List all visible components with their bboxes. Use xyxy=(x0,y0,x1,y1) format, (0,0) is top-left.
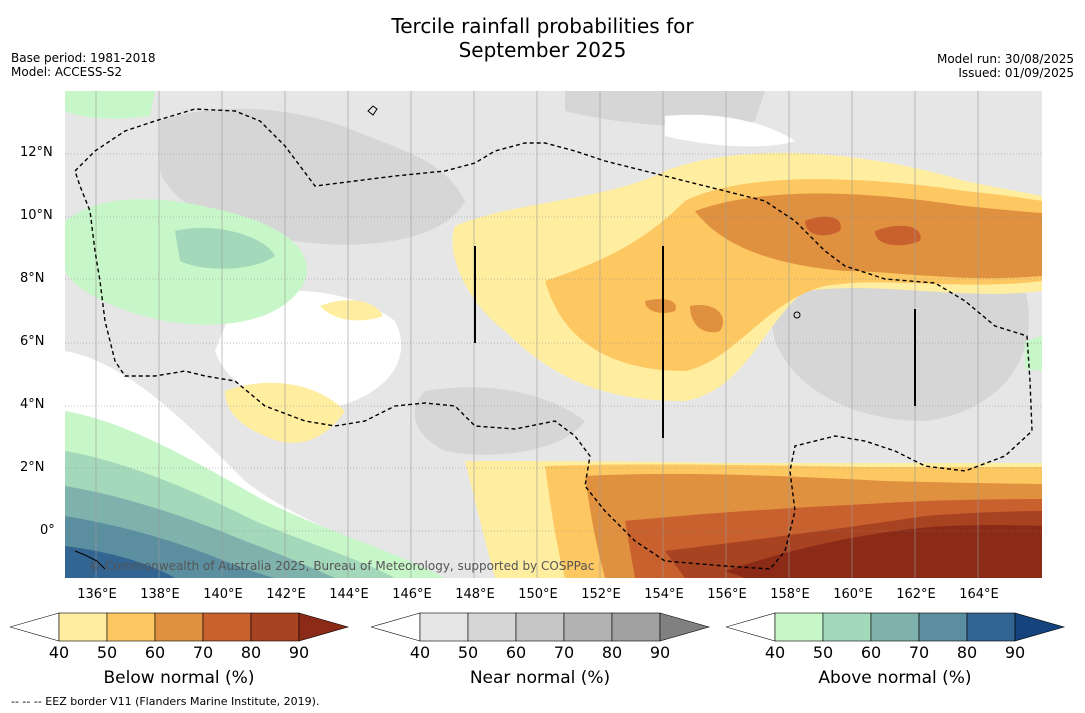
cbar-tick: 60 xyxy=(144,643,166,662)
cbar-swatch xyxy=(966,612,1016,642)
lon-label: 138°E xyxy=(140,587,180,602)
cbar-tick: 60 xyxy=(505,643,527,662)
cbar-swatch xyxy=(774,612,824,642)
cbar-swatch xyxy=(563,612,613,642)
lon-label: 136°E xyxy=(77,587,117,602)
cbar-swatch xyxy=(467,612,517,642)
cbar-arrow-high xyxy=(659,612,711,642)
lat-label: 8°N xyxy=(20,271,45,286)
near-normal-patch xyxy=(160,108,465,245)
cbar-tick: 90 xyxy=(649,643,671,662)
eez-footnote: -- -- -- EEZ border V11 (Flanders Marine… xyxy=(11,695,320,708)
lat-label: 6°N xyxy=(20,334,45,349)
cbar-tick: 90 xyxy=(1004,643,1026,662)
title-line-1: Tercile rainfall probabilities for xyxy=(391,14,694,38)
model-run-date: Model run: 30/08/2025 xyxy=(936,52,1074,66)
above-normal-title: Above normal (%) xyxy=(818,668,972,688)
cbar-swatch xyxy=(611,612,661,642)
cbar-tick: 50 xyxy=(457,643,479,662)
below-normal-title: Below normal (%) xyxy=(103,668,255,688)
below-normal-70 xyxy=(690,305,724,333)
cbar-swatch xyxy=(822,612,872,642)
cbar-tick: 50 xyxy=(96,643,118,662)
region-markers xyxy=(474,246,916,438)
above-normal-50 xyxy=(65,91,155,119)
cbar-arrow-high xyxy=(1014,612,1066,642)
cbar-tick: 40 xyxy=(764,643,786,662)
lat-label: 4°N xyxy=(20,397,45,412)
near-normal-title: Near normal (%) xyxy=(469,668,611,688)
cbar-tick: 70 xyxy=(192,643,214,662)
lon-label: 150°E xyxy=(518,587,558,602)
lat-label: 12°N xyxy=(20,145,53,160)
cbar-swatch xyxy=(202,612,252,642)
cbar-tick: 70 xyxy=(553,643,575,662)
lon-label: 140°E xyxy=(203,587,243,602)
cbar-swatch xyxy=(419,612,469,642)
cbar-swatch xyxy=(58,612,108,642)
lat-label: 10°N xyxy=(20,208,53,223)
model-info: Base period: 1981-2018 Model: ACCESS-S2 xyxy=(11,51,156,79)
run-info: Model run: 30/08/2025 Issued: 01/09/2025 xyxy=(937,52,1074,80)
below-normal-colorbar xyxy=(10,612,350,642)
above-normal-colorbar xyxy=(726,612,1066,642)
cbar-tick: 60 xyxy=(860,643,882,662)
cbar-tick: 50 xyxy=(812,643,834,662)
cbar-tick: 70 xyxy=(908,643,930,662)
below-normal-80 xyxy=(805,216,841,236)
lon-label: 144°E xyxy=(329,587,369,602)
copyright-notice: © Commonwealth of Australia 2025, Bureau… xyxy=(89,559,595,573)
below-normal-80 xyxy=(875,225,921,246)
lat-label: 2°N xyxy=(20,460,45,475)
graticule xyxy=(65,153,1042,532)
cbar-arrow-low xyxy=(371,612,421,642)
lon-label: 146°E xyxy=(392,587,432,602)
islands xyxy=(74,105,801,570)
below-normal-50 xyxy=(320,300,383,321)
below-normal-extreme xyxy=(725,525,1042,578)
chart-title: Tercile rainfall probabilities for Septe… xyxy=(0,14,1085,62)
cbar-swatch xyxy=(154,612,204,642)
near-normal-colorbar xyxy=(371,612,711,642)
title-line-2: September 2025 xyxy=(458,38,627,62)
model-name: Model: ACCESS-S2 xyxy=(11,65,123,79)
cbar-arrow-low xyxy=(10,612,60,642)
no-dominant-tercile-area xyxy=(215,290,402,411)
cbar-swatch xyxy=(515,612,565,642)
probability-map xyxy=(65,91,1042,578)
lon-label: 156°E xyxy=(707,587,747,602)
above-normal-90 xyxy=(65,546,175,578)
cbar-swatch xyxy=(250,612,300,642)
below-normal-70 xyxy=(645,299,676,313)
probability-map-svg xyxy=(65,91,1042,578)
near-normal-patch xyxy=(414,387,585,455)
cbar-tick: 40 xyxy=(48,643,70,662)
cbar-swatch xyxy=(918,612,968,642)
above-normal-50 xyxy=(1025,336,1042,371)
cbar-tick: 80 xyxy=(956,643,978,662)
cbar-arrow-high xyxy=(298,612,350,642)
above-normal-60 xyxy=(175,227,275,269)
cbar-tick: 40 xyxy=(409,643,431,662)
lon-label: 148°E xyxy=(455,587,495,602)
lon-label: 160°E xyxy=(833,587,873,602)
base-period: Base period: 1981-2018 xyxy=(11,51,156,65)
lon-label: 154°E xyxy=(644,587,684,602)
lon-label: 152°E xyxy=(581,587,621,602)
issued-date: Issued: 01/09/2025 xyxy=(958,66,1074,80)
lon-label: 164°E xyxy=(959,587,999,602)
cbar-swatch xyxy=(870,612,920,642)
cbar-swatch xyxy=(106,612,156,642)
below-normal-70 xyxy=(695,193,1042,279)
cbar-tick: 80 xyxy=(240,643,262,662)
lat-label: 0° xyxy=(40,523,55,538)
cbar-tick: 80 xyxy=(601,643,623,662)
lon-label: 142°E xyxy=(266,587,306,602)
lon-label: 162°E xyxy=(896,587,936,602)
lon-label: 158°E xyxy=(770,587,810,602)
no-dominant-tercile-area xyxy=(665,114,795,147)
cbar-tick: 90 xyxy=(288,643,310,662)
cbar-arrow-low xyxy=(726,612,776,642)
